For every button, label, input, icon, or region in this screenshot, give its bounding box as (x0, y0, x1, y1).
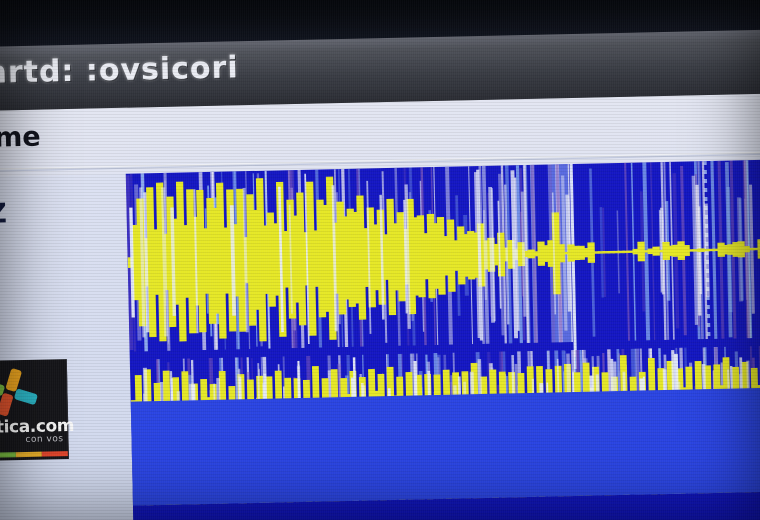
teletica-logo-bug: Teletica.com con vos (0, 359, 74, 462)
teletica-color-bar (0, 451, 68, 458)
channel-label-column (0, 173, 135, 520)
plot-quiet-band (130, 386, 760, 506)
menu-item-time[interactable]: ime (0, 121, 41, 154)
teletica-tagline: con vos (25, 434, 64, 445)
channel-label-hz: HZ (0, 198, 8, 231)
teletica-pinwheel-icon (0, 368, 38, 417)
trace-hz-waveform (125, 158, 760, 352)
trace-hz[interactable] (125, 158, 760, 352)
window-title: nrtd: :ovsicori (0, 50, 240, 91)
